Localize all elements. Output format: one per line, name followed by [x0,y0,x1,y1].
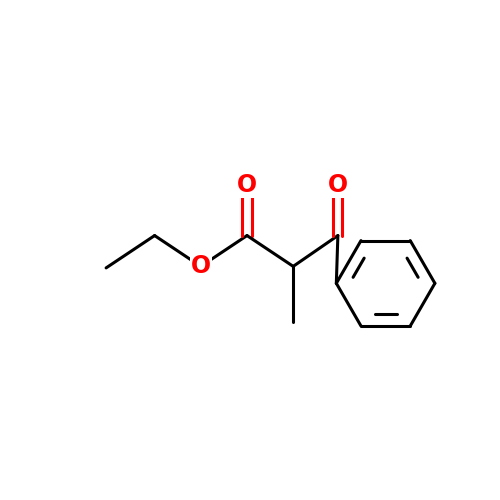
Text: O: O [237,172,257,197]
Text: O: O [190,254,211,278]
Text: O: O [328,172,348,197]
